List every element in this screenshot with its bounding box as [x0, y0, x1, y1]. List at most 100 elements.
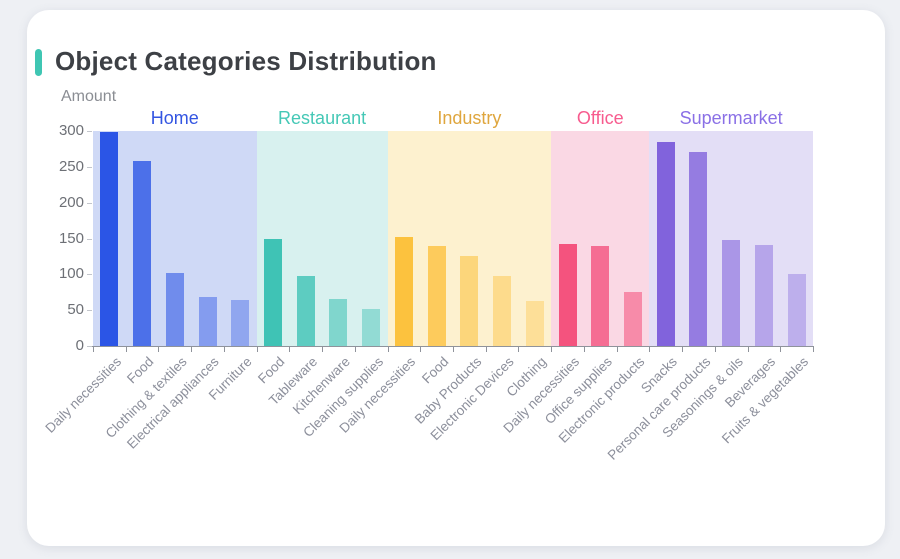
y-axis-tick-label: 200	[58, 193, 84, 211]
x-axis-tick-mark	[257, 347, 258, 352]
group-label-supermarket: Supermarket	[679, 108, 783, 128]
bar-slot	[780, 131, 813, 346]
chart-card: Object Categories Distribution Amount 0 5…	[27, 10, 885, 546]
bar-clothing[interactable]	[525, 301, 544, 346]
x-axis-tick-mark	[649, 347, 650, 352]
bar-slot	[388, 131, 421, 346]
x-axis-tick-mark	[748, 347, 749, 352]
bar-slot	[224, 131, 257, 346]
bar-daily-necessities[interactable]	[100, 132, 119, 346]
x-axis-tick-mark	[682, 347, 683, 352]
y-axis-tick-mark	[87, 166, 92, 168]
y-axis-tick-mark	[87, 238, 92, 240]
bar-slot	[289, 131, 322, 346]
x-axis-tick-mark	[224, 347, 225, 352]
x-axis-tick-mark	[191, 347, 192, 352]
bar-slot	[682, 131, 715, 346]
x-axis-line	[92, 346, 814, 347]
group-label-home: Home	[150, 108, 199, 128]
x-axis-tick-mark	[289, 347, 290, 352]
bar-slot	[191, 131, 224, 346]
x-axis-tick-mark	[551, 347, 552, 352]
bar-chart: 0 50 100 150 200 250 300 Home Restaurant Industr…	[27, 10, 885, 546]
group-label-office: Office	[576, 108, 624, 128]
x-axis-tick-mark	[93, 347, 94, 352]
y-axis-tick-label: 250	[58, 157, 84, 175]
y-axis-tick-label: 0	[75, 337, 84, 354]
group-band-restaurant	[256, 131, 388, 346]
bar-cleaning-supplies[interactable]	[362, 309, 381, 346]
bar-slot	[257, 131, 290, 346]
bar-slot	[747, 131, 780, 346]
y-axis-tick-mark	[87, 202, 92, 204]
bar-electronic-products[interactable]	[623, 292, 642, 346]
y-axis-title: Amount	[61, 88, 117, 105]
bar-slot	[584, 131, 617, 346]
bar-slot	[355, 131, 388, 346]
y-axis-tick-mark	[87, 310, 92, 312]
y-axis-tick-label: 300	[58, 122, 84, 139]
bar-beverages[interactable]	[754, 245, 773, 346]
y-axis-tick-mark	[87, 274, 92, 276]
bar-tableware[interactable]	[296, 276, 315, 346]
x-axis-tick-mark	[486, 347, 487, 352]
x-axis-tick-mark	[322, 347, 323, 352]
x-axis-tick-mark	[584, 347, 585, 352]
bar-electronic-devices[interactable]	[493, 276, 512, 346]
x-axis-tick-mark	[813, 347, 814, 352]
group-labels-row: Home Restaurant Industry Office Supermarket	[93, 106, 813, 130]
bar-snacks[interactable]	[656, 142, 675, 346]
group-label-restaurant: Restaurant	[278, 108, 367, 128]
bar-slot	[649, 131, 682, 346]
y-axis-tick-label: 100	[58, 265, 84, 283]
bar-slot	[518, 131, 551, 346]
bar-slot	[93, 131, 126, 346]
bar-slot	[322, 131, 355, 346]
group-label-industry: Industry	[437, 108, 502, 128]
bar-slot	[420, 131, 453, 346]
x-axis-tick-mark	[715, 347, 716, 352]
bar-slot	[126, 131, 159, 346]
chart-title: Object Categories Distribution	[55, 46, 437, 76]
group-band-office	[551, 131, 650, 346]
x-axis-labels: Daily necessities Food Clothing & textiles…	[42, 354, 813, 534]
bar-slot	[551, 131, 584, 346]
bar-slot	[617, 131, 650, 346]
x-axis-tick-mark	[126, 347, 127, 352]
bar-electrical-appliances[interactable]	[198, 297, 217, 346]
bar-seasonings-oils[interactable]	[722, 240, 741, 346]
x-axis-tick-mark	[617, 347, 618, 352]
bar-office-supplies[interactable]	[591, 246, 610, 346]
x-axis-tick-mark	[355, 347, 356, 352]
x-axis-tick-mark	[780, 347, 781, 352]
bar-slot	[715, 131, 748, 346]
bar-personal-care-products[interactable]	[689, 152, 708, 346]
bar-daily-necessities[interactable]	[558, 244, 577, 346]
y-axis-tick-mark	[87, 131, 92, 132]
bar-food[interactable]	[263, 239, 282, 346]
y-axis-tick-mark	[87, 346, 92, 347]
bar-daily-necessities[interactable]	[394, 237, 413, 346]
bar-food[interactable]	[427, 246, 446, 346]
y-axis-tick-label: 150	[58, 229, 84, 247]
x-axis-tick-mark	[388, 347, 389, 352]
x-axis-tick-mark	[420, 347, 421, 352]
x-axis-tick-mark	[158, 347, 159, 352]
bar-clothing-textiles[interactable]	[165, 273, 184, 346]
x-axis-tick-mark	[518, 347, 519, 352]
bar-slot	[158, 131, 191, 346]
bar-fruits-vegetables[interactable]	[787, 274, 806, 346]
bar-slot	[453, 131, 486, 346]
bar-slot	[486, 131, 519, 346]
group-band-industry	[387, 131, 552, 346]
plot-area	[93, 131, 813, 346]
bar-baby-products[interactable]	[460, 256, 479, 346]
bar-kitchenware[interactable]	[329, 299, 348, 346]
bar-furniture[interactable]	[231, 300, 250, 346]
title-accent-bar	[35, 49, 42, 76]
group-band-supermarket	[649, 131, 813, 346]
y-axis-tick-label: 50	[67, 301, 84, 319]
x-axis-tick-mark	[453, 347, 454, 352]
bar-food[interactable]	[133, 161, 152, 346]
